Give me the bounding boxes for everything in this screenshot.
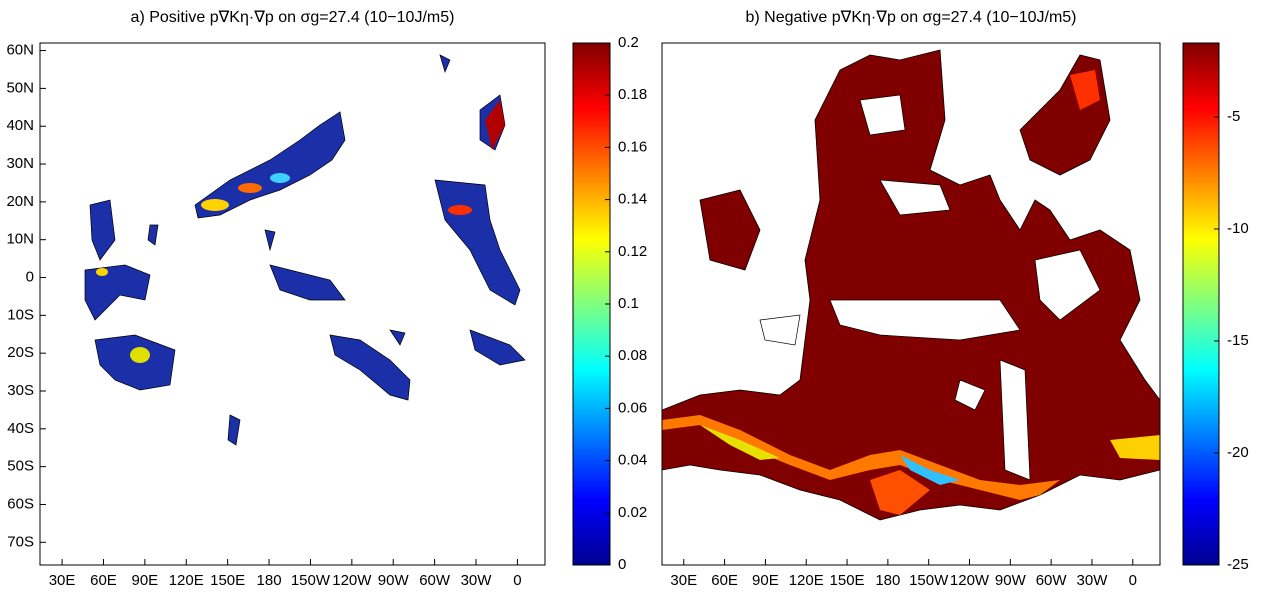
x-tick-label: 90E (752, 572, 779, 589)
x-tick-label: 60E (711, 572, 738, 589)
colorbar-tick-label: -15 (1227, 332, 1249, 349)
x-tick-label: 180 (875, 572, 900, 589)
x-tick-label: 60E (90, 572, 117, 589)
y-tick-label: 60N (6, 42, 34, 59)
colorbar-tick-label: 0 (618, 556, 626, 573)
colorbar (1182, 42, 1220, 566)
panel-title: b) Negative p∇Kη·∇p on σg=27.4 (10−10J/m… (745, 9, 1076, 26)
plot-frame (39, 42, 546, 566)
x-tick-label: 90E (132, 572, 159, 589)
colorbar-tick-label: 0.18 (618, 86, 647, 103)
x-tick-label: 150W (909, 572, 949, 589)
x-tick-label: 150W (291, 572, 331, 589)
y-tick-label: 0 (26, 268, 34, 285)
colorbar-tick-label: 0.08 (618, 347, 647, 364)
colorbar-tick-label: 0.2 (618, 34, 639, 51)
y-tick-label: 70S (7, 533, 34, 550)
x-tick-label: 30E (670, 572, 697, 589)
y-tick-label: 60S (7, 495, 34, 512)
y-tick-label: 50N (6, 79, 34, 96)
y-tick-label: 30S (7, 382, 34, 399)
colorbar-tick-label: 0.12 (618, 243, 647, 260)
colorbar-tick-label: 0.14 (618, 191, 647, 208)
colorbar-tick-label: 0.04 (618, 452, 647, 469)
x-tick-label: 150E (830, 572, 865, 589)
field-b (662, 49, 1160, 521)
x-tick-label: 0 (513, 572, 521, 589)
y-tick-label: 50S (7, 458, 34, 475)
colorbar-tick-label: 0.06 (618, 399, 647, 416)
y-tick-label: 40S (7, 420, 34, 437)
colorbar-tick-label: -25 (1227, 556, 1249, 573)
x-tick-label: 90W (995, 572, 1027, 589)
x-tick-label: 30E (49, 572, 76, 589)
x-tick-label: 180 (257, 572, 282, 589)
colorbar-tick-label: -5 (1227, 108, 1240, 125)
x-tick-label: 0 (1129, 572, 1137, 589)
colorbar (572, 42, 611, 566)
x-tick-label: 120W (950, 572, 990, 589)
colorbar-tick-label: -20 (1227, 444, 1249, 461)
x-tick-label: 60W (1036, 572, 1068, 589)
x-tick-label: 30W (461, 572, 493, 589)
y-tick-label: 40N (6, 117, 34, 134)
y-tick-label: 20S (7, 344, 34, 361)
plot-frame (661, 42, 1161, 566)
field-a (84, 54, 526, 446)
y-tick-label: 20N (6, 193, 34, 210)
colorbar-tick-label: 0.1 (618, 295, 639, 312)
y-tick-label: 10S (7, 306, 34, 323)
x-tick-label: 120W (332, 572, 372, 589)
colorbar-tick-label: 0.02 (618, 504, 647, 521)
x-tick-label: 30W (1077, 572, 1109, 589)
x-tick-label: 90W (378, 572, 410, 589)
x-tick-label: 60W (419, 572, 451, 589)
colorbar-tick-label: -10 (1227, 220, 1249, 237)
x-tick-label: 120E (169, 572, 204, 589)
x-tick-label: 120E (789, 572, 824, 589)
colorbar-tick-label: 0.16 (618, 138, 647, 155)
y-tick-label: 30N (6, 155, 34, 172)
panel-title: a) Positive p∇Kη·∇p on σg=27.4 (10−10J/m… (131, 9, 455, 26)
y-tick-label: 10N (6, 231, 34, 248)
x-tick-label: 150E (210, 572, 245, 589)
